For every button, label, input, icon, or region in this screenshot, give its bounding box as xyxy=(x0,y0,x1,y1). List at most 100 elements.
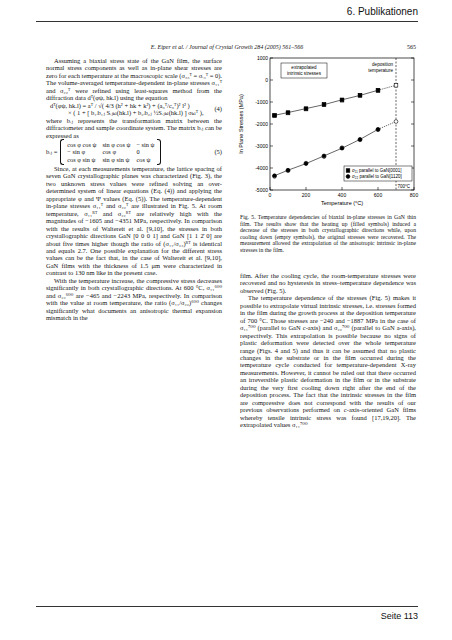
matrix-cell: sin φ sin ψ xyxy=(99,156,133,163)
heating-point xyxy=(286,168,290,172)
x-tick-label: 400 xyxy=(338,192,347,198)
paragraph: Since, at each measurements temperature,… xyxy=(46,165,222,277)
matrix-cell: cos φ sin ψ xyxy=(64,156,99,163)
matrix-row: − sin φcos φ0 xyxy=(64,148,157,155)
matrix-equation: bᵢⱼ =cos φ cos ψsin φ cos ψ− sin ψ− sin … xyxy=(46,139,222,165)
x-tick-label: 600 xyxy=(374,192,383,198)
footer-page: Seite 113 xyxy=(381,611,418,621)
cooling-point xyxy=(376,128,380,132)
x-tick xyxy=(414,187,415,190)
footer-rule xyxy=(36,606,418,607)
extrapolation-line xyxy=(378,122,396,130)
y-tick xyxy=(411,146,414,147)
legend-label: σ₂₂ parallel to GaN[112̄0] xyxy=(352,174,402,179)
y-tick xyxy=(270,80,273,81)
cooling-point xyxy=(304,161,308,165)
heating-point xyxy=(376,88,380,92)
equation-line: × ( 1 + [ b₁ᵢb₁ⱼ Sᵢⱼₖₗ(hk.l) + b₂ᵢb₂ⱼ ½S… xyxy=(50,109,208,116)
y-tick xyxy=(411,190,414,191)
series-line xyxy=(275,90,379,115)
cooling-point xyxy=(304,107,308,111)
caption-space xyxy=(256,214,258,220)
caption-label: Fig. 5. xyxy=(240,214,256,220)
y-tick xyxy=(270,124,273,125)
y-tick-label: 0 xyxy=(265,77,268,83)
annotation-box xyxy=(281,63,327,78)
heating-point xyxy=(358,94,362,98)
header-rule xyxy=(36,21,418,22)
annotation-text: extrapolated xyxy=(291,65,317,70)
y-tick xyxy=(411,58,414,59)
heating-point xyxy=(273,174,277,178)
x-tick xyxy=(342,187,343,190)
left-column: Assuming a biaxial stress state of the G… xyxy=(46,57,222,322)
cooling-point xyxy=(340,146,344,150)
x-tick-label: 200 xyxy=(302,192,311,198)
heating-point xyxy=(340,98,344,102)
extrapolated-point xyxy=(394,83,398,87)
matrix-lhs: bᵢⱼ = xyxy=(46,148,57,155)
right-column: film. After the cooling cycle, the room-… xyxy=(240,272,416,429)
x-tick xyxy=(378,187,379,190)
matrix-cell: cos φ cos ψ xyxy=(64,141,99,148)
x-tick xyxy=(270,187,271,190)
matrix-cell: − sin ψ xyxy=(133,141,157,148)
x-tick xyxy=(306,187,307,190)
annotation-text: intrinsic stresses xyxy=(287,71,322,76)
y-tick xyxy=(270,190,273,191)
annotation-text: temperature xyxy=(368,68,393,73)
cooling-point xyxy=(286,169,290,173)
vline-label: 700°C xyxy=(398,184,411,189)
equation: dᵀ(φψ, hk.l) = aᵀ / √( 4/3 (h² + hk + k²… xyxy=(46,102,222,117)
equation-number: (5) xyxy=(161,148,222,155)
page-number: 565 xyxy=(407,44,416,50)
section-header: 6. Publikationen xyxy=(347,6,418,17)
matrix-cell: cos φ xyxy=(99,148,133,155)
heating-point xyxy=(286,111,290,115)
cooling-point xyxy=(322,102,326,106)
legend: σ₁₁ parallel to GaN[0001]σ₂₂ parallel to… xyxy=(344,166,412,181)
cooling-point xyxy=(322,155,326,159)
caption-text: Temperature dependencies of biaxial in-p… xyxy=(240,214,416,253)
y-tick xyxy=(270,168,273,169)
cooling-point xyxy=(358,138,362,142)
extrapolated-point xyxy=(394,120,398,124)
legend-box xyxy=(344,166,412,181)
cooling-point xyxy=(286,111,290,115)
y-tick-label: -3000 xyxy=(255,143,268,149)
y-tick xyxy=(270,102,273,103)
y-tick-label: 1000 xyxy=(257,55,268,61)
heating-point xyxy=(322,154,326,158)
heating-point xyxy=(322,103,326,107)
annotation-text: deposition xyxy=(372,62,393,67)
chart: -5000-4000-3000-2000-1000010000200400600… xyxy=(236,52,420,214)
matrix-row: cos φ sin ψsin φ sin ψcos ψ xyxy=(64,156,157,163)
heating-point xyxy=(340,146,344,150)
extrapolation-line xyxy=(378,85,396,90)
x-tick-label: 0 xyxy=(269,192,272,198)
cooling-point xyxy=(340,98,344,102)
cooling-point xyxy=(273,174,277,178)
legend-marker xyxy=(346,175,350,179)
matrix-bracket xyxy=(60,139,64,165)
equation-number: (4) xyxy=(208,105,222,112)
heating-point xyxy=(304,107,308,111)
plot-frame xyxy=(270,58,414,190)
paragraph: film. After the cooling cycle, the room-… xyxy=(240,272,416,294)
matrix-cell: cos ψ xyxy=(133,156,157,163)
cooling-point xyxy=(273,114,277,118)
cooling-point xyxy=(376,89,380,93)
y-tick xyxy=(411,124,414,125)
matrix-cell: sin φ cos ψ xyxy=(99,141,133,148)
x-tick-label: 800 xyxy=(410,192,419,198)
y-tick-label: -4000 xyxy=(255,165,268,171)
heating-point xyxy=(304,162,308,166)
x-axis-title: Temperature (°C) xyxy=(321,200,363,206)
y-tick xyxy=(270,58,273,59)
matrix-row: cos φ cos ψsin φ cos ψ− sin ψ xyxy=(64,141,157,148)
figure-caption: Fig. 5. Temperature dependencies of biax… xyxy=(240,214,416,254)
heating-point xyxy=(273,114,277,118)
legend-marker xyxy=(346,169,350,173)
matrix: cos φ cos ψsin φ cos ψ− sin ψ− sin φcos … xyxy=(64,141,157,163)
paragraph: With the temperature increase, the compr… xyxy=(46,277,222,322)
